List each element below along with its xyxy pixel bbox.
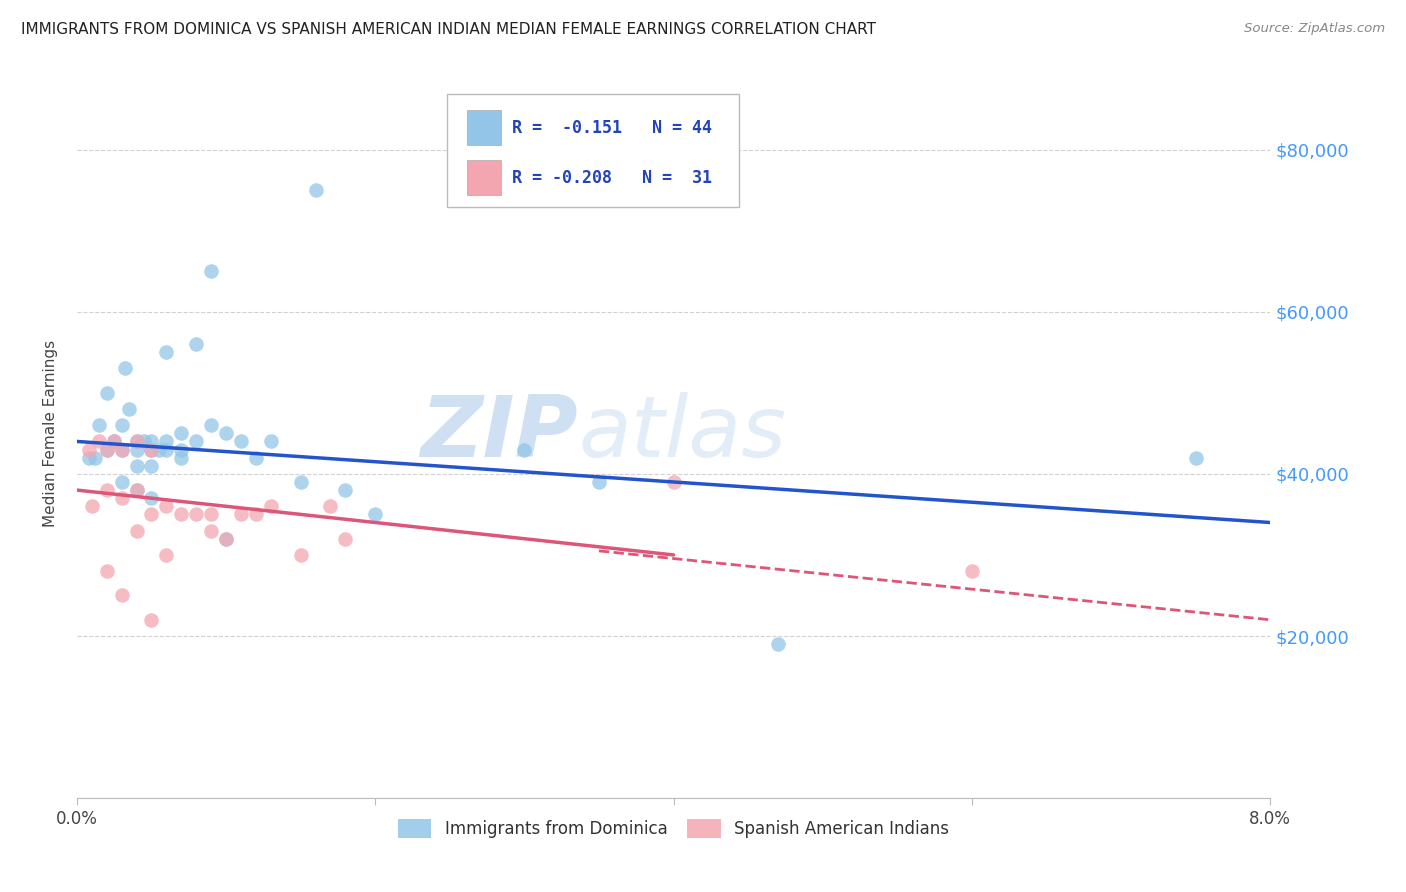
Point — [304, 183, 326, 197]
Point — [141, 442, 163, 457]
Point — [96, 385, 118, 400]
Point — [766, 637, 789, 651]
Point — [170, 426, 193, 441]
Point — [200, 418, 222, 433]
Point — [111, 418, 134, 433]
Point — [111, 475, 134, 489]
Point — [125, 442, 148, 457]
Point — [186, 508, 208, 522]
Point — [141, 434, 163, 449]
Point — [215, 532, 238, 546]
Point — [125, 458, 148, 473]
Point — [141, 442, 163, 457]
Point — [335, 532, 357, 546]
Point — [83, 450, 105, 465]
Point — [114, 361, 136, 376]
Point — [155, 345, 177, 359]
Y-axis label: Median Female Earnings: Median Female Earnings — [44, 340, 58, 527]
Point — [200, 508, 222, 522]
Point — [513, 442, 536, 457]
Point — [141, 508, 163, 522]
Point — [260, 500, 283, 514]
Point — [170, 450, 193, 465]
Point — [96, 483, 118, 497]
Point — [125, 483, 148, 497]
Point — [141, 491, 163, 506]
Point — [125, 524, 148, 538]
Point — [245, 508, 267, 522]
Text: R = -0.208   N =  31: R = -0.208 N = 31 — [512, 169, 713, 186]
Point — [170, 508, 193, 522]
Point — [125, 434, 148, 449]
Point — [200, 264, 222, 278]
Point — [141, 613, 163, 627]
Point — [77, 450, 100, 465]
FancyBboxPatch shape — [467, 111, 501, 145]
Point — [290, 475, 312, 489]
Point — [125, 434, 148, 449]
Point — [170, 442, 193, 457]
Point — [111, 589, 134, 603]
Point — [77, 442, 100, 457]
Point — [200, 524, 222, 538]
Point — [111, 491, 134, 506]
Point — [1184, 450, 1206, 465]
Point — [155, 442, 177, 457]
Point — [132, 434, 155, 449]
Point — [186, 337, 208, 351]
Point — [111, 442, 134, 457]
Point — [96, 564, 118, 578]
Point — [103, 434, 125, 449]
Point — [319, 500, 342, 514]
Point — [260, 434, 283, 449]
Point — [141, 458, 163, 473]
Text: ZIP: ZIP — [420, 392, 578, 475]
Point — [335, 483, 357, 497]
FancyBboxPatch shape — [447, 94, 740, 207]
Point — [229, 434, 252, 449]
Point — [111, 442, 134, 457]
Point — [215, 532, 238, 546]
Point — [588, 475, 610, 489]
Point — [229, 508, 252, 522]
FancyBboxPatch shape — [467, 160, 501, 195]
Point — [155, 434, 177, 449]
Point — [148, 442, 170, 457]
Point — [89, 434, 111, 449]
Point — [290, 548, 312, 562]
Point — [155, 548, 177, 562]
Point — [89, 418, 111, 433]
Text: Source: ZipAtlas.com: Source: ZipAtlas.com — [1244, 22, 1385, 36]
Point — [103, 434, 125, 449]
Point — [118, 402, 141, 417]
Point — [155, 500, 177, 514]
Point — [662, 475, 685, 489]
Text: atlas: atlas — [578, 392, 786, 475]
Text: IMMIGRANTS FROM DOMINICA VS SPANISH AMERICAN INDIAN MEDIAN FEMALE EARNINGS CORRE: IMMIGRANTS FROM DOMINICA VS SPANISH AMER… — [21, 22, 876, 37]
Point — [186, 434, 208, 449]
Point — [96, 442, 118, 457]
Point — [125, 483, 148, 497]
Point — [80, 500, 103, 514]
Point — [960, 564, 983, 578]
Point — [215, 426, 238, 441]
Point — [245, 450, 267, 465]
Point — [96, 442, 118, 457]
Legend: Immigrants from Dominica, Spanish American Indians: Immigrants from Dominica, Spanish Americ… — [391, 812, 956, 845]
Point — [364, 508, 387, 522]
Text: R =  -0.151   N = 44: R = -0.151 N = 44 — [512, 119, 713, 136]
